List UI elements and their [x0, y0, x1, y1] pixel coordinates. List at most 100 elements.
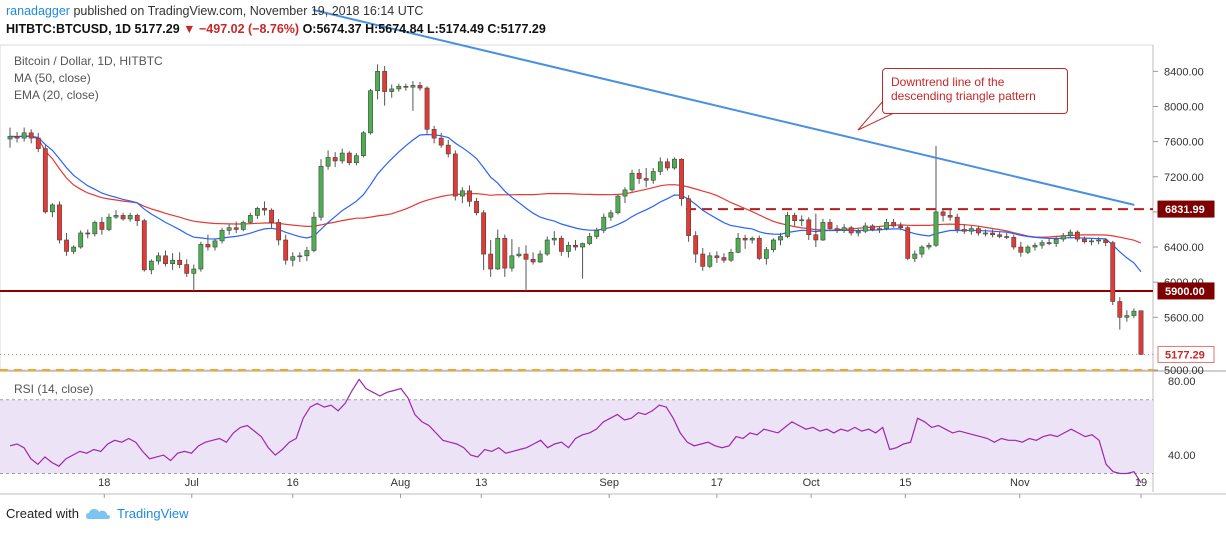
candle-body-up [509, 255, 515, 269]
author-link[interactable]: ranadagger [6, 4, 70, 18]
candle-body-down [636, 172, 642, 179]
candle [813, 213, 819, 248]
candle-body-up [707, 255, 713, 267]
candle-body-down [424, 87, 430, 130]
candle-body-down [467, 190, 472, 202]
candle-body-down [417, 85, 423, 89]
price-tick-label: 6400.00 [1164, 242, 1204, 254]
candle [891, 218, 897, 228]
candle-body-up [629, 172, 635, 191]
candle [1053, 236, 1059, 248]
candle-body-down [714, 255, 720, 258]
candle [64, 232, 69, 256]
candle-body-up [254, 208, 260, 216]
time-tick-label: 19 [1135, 477, 1147, 489]
candle [912, 250, 918, 262]
candle-body-down [530, 259, 536, 263]
candle-body-down [1110, 242, 1116, 302]
candle-body-up [919, 246, 925, 255]
candle-body-up [884, 222, 889, 229]
candle-body-down [997, 234, 1003, 237]
price-tick-label: 5600.00 [1164, 312, 1204, 324]
candle [615, 194, 621, 215]
candle-body-up [219, 230, 225, 242]
candle-body-up [304, 250, 310, 257]
candle-body-down [573, 244, 578, 248]
candle [276, 218, 282, 246]
candle-body-down [990, 232, 995, 236]
price-tick-label: 5000.00 [1164, 365, 1204, 377]
candle-body-down [940, 211, 946, 216]
candle [35, 132, 41, 153]
candle [806, 217, 812, 240]
candle [57, 201, 62, 244]
candle-body-down [57, 204, 62, 241]
candle [997, 232, 1003, 239]
candle-body-up [49, 204, 55, 213]
candle-body-down [42, 148, 48, 213]
candle [240, 220, 246, 232]
time-tick-label: Aug [391, 477, 411, 489]
candle-body-down [262, 208, 267, 211]
candle-body-up [1096, 239, 1102, 242]
candle [403, 83, 409, 91]
candle-body-up [1039, 242, 1045, 246]
candle-body-down [403, 85, 409, 88]
candle [990, 229, 995, 238]
candle [650, 167, 656, 184]
candle [163, 250, 168, 267]
candle [481, 210, 487, 270]
candle [212, 239, 218, 251]
candle-body-up [1131, 310, 1137, 316]
candle-body-up [728, 251, 734, 261]
candle-body-up [148, 260, 154, 271]
candle [424, 86, 430, 134]
candle-body-down [643, 178, 649, 181]
candle [742, 234, 748, 249]
candle-body-down [961, 229, 967, 232]
candle [608, 210, 614, 221]
candle-body-up [820, 222, 826, 241]
candle-body-down [891, 222, 897, 227]
candle-body-down [869, 225, 875, 230]
candle-body-down [834, 228, 840, 231]
candle [14, 131, 20, 143]
candle-body-down [452, 153, 458, 197]
candle-body-up [926, 244, 932, 248]
tradingview-brand[interactable]: TradingView [116, 506, 189, 521]
candle [1004, 232, 1010, 240]
candle [141, 218, 147, 272]
candle-body-down [905, 227, 911, 259]
candle [226, 224, 232, 235]
candle [1131, 308, 1137, 319]
legend-ma: MA (50, close) [14, 71, 91, 85]
candle [523, 245, 529, 291]
candle [686, 195, 692, 242]
candle-body-down [1103, 239, 1109, 243]
candle-body-down [679, 158, 684, 200]
candle-body-up [368, 90, 373, 134]
time-tick-label: 13 [475, 477, 487, 489]
candle [933, 146, 939, 248]
candle [247, 212, 253, 225]
candle [170, 253, 175, 270]
ohlc-values: O:5674.37 H:5674.84 L:5174.49 C:5177.29 [302, 22, 546, 36]
candle [269, 208, 274, 228]
candle [474, 197, 479, 216]
candle [1018, 241, 1024, 257]
price-tag-bg-resistance [1157, 200, 1215, 218]
candle-body-up [156, 255, 161, 262]
candle-body-down [693, 235, 699, 255]
candle-body-down [1018, 246, 1024, 253]
candle-body-up [191, 268, 197, 274]
candle [127, 212, 133, 222]
candle-body-down [14, 136, 20, 139]
candle-body-down [827, 222, 833, 229]
candle [205, 234, 211, 251]
candle-body-up [297, 255, 303, 258]
candle-body-up [290, 256, 296, 261]
candle [827, 218, 833, 231]
candle-body-down [184, 264, 190, 274]
candle-body-up [650, 171, 656, 181]
candle-body-down [947, 215, 953, 218]
